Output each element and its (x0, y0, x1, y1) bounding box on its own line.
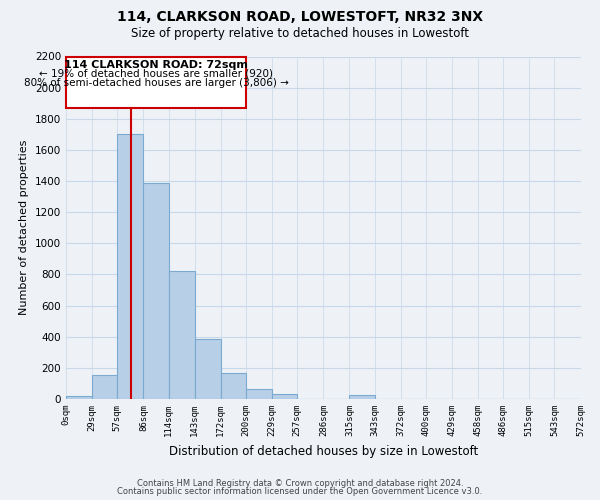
Text: 80% of semi-detached houses are larger (3,806) →: 80% of semi-detached houses are larger (… (23, 78, 289, 88)
Text: ← 19% of detached houses are smaller (920): ← 19% of detached houses are smaller (92… (39, 69, 273, 79)
Bar (169, 270, 195, 399)
Bar (246, 389, 272, 399)
Text: 114 CLARKSON ROAD: 72sqm: 114 CLARKSON ROAD: 72sqm (64, 60, 248, 70)
X-axis label: Distribution of detached houses by size in Lowestoft: Distribution of detached houses by size … (169, 444, 478, 458)
Bar (221, 374, 246, 399)
Bar (272, 394, 297, 399)
Text: 114, CLARKSON ROAD, LOWESTOFT, NR32 3NX: 114, CLARKSON ROAD, LOWESTOFT, NR32 3NX (117, 10, 483, 24)
Bar (349, 395, 374, 399)
FancyBboxPatch shape (66, 56, 246, 108)
Y-axis label: Number of detached properties: Number of detached properties (19, 140, 29, 316)
Bar (92, 375, 118, 399)
Text: Size of property relative to detached houses in Lowestoft: Size of property relative to detached ho… (131, 28, 469, 40)
Bar (143, 182, 169, 399)
Text: Contains HM Land Registry data © Crown copyright and database right 2024.: Contains HM Land Registry data © Crown c… (137, 478, 463, 488)
Text: Contains public sector information licensed under the Open Government Licence v3: Contains public sector information licen… (118, 487, 482, 496)
Bar (118, 134, 143, 399)
Bar (66, 396, 92, 399)
Bar (195, 339, 221, 399)
